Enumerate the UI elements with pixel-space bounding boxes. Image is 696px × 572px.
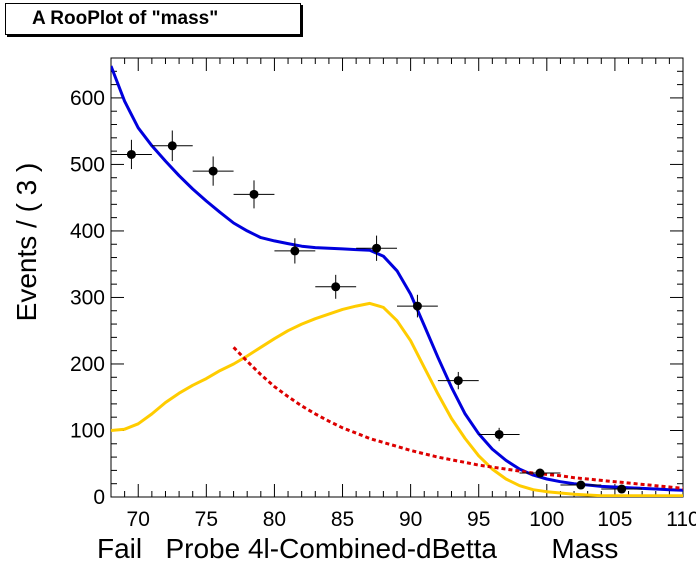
x-tick-label: 75 [195, 508, 218, 531]
data-marker [576, 480, 586, 490]
y-tick-label: 100 [70, 419, 105, 442]
data-point [315, 274, 357, 299]
data-marker [249, 189, 259, 199]
data-point [233, 180, 275, 209]
tick-layer: 70 75 80 85 90 95 100 105 110 0 100 200 300 400 500 600 [70, 57, 696, 531]
x-axis-title: Fail Probe 4l-Combined-dBetta Mass [97, 533, 618, 564]
plot-frame-layer [110, 57, 684, 498]
data-point-layer [111, 130, 643, 494]
data-marker [453, 376, 463, 386]
x-tick-label: 85 [331, 508, 354, 531]
y-tick-label: 600 [70, 87, 105, 110]
x-tick-label: 95 [467, 508, 490, 531]
y-tick-label: 400 [70, 220, 105, 243]
data-point [274, 238, 316, 264]
x-tick-label: 80 [263, 508, 286, 531]
curve-0000dd [111, 65, 683, 492]
x-tick-label: 90 [399, 508, 422, 531]
data-point [356, 235, 397, 261]
data-point [151, 130, 193, 162]
x-tick-label: 70 [127, 508, 150, 531]
data-point [111, 139, 152, 170]
data-point [478, 427, 520, 442]
data-marker [126, 149, 136, 159]
curve-dd0000 [232, 346, 683, 490]
data-point [397, 294, 438, 318]
y-tick-label: 500 [70, 153, 105, 176]
data-point [437, 371, 479, 390]
data-marker [331, 282, 341, 292]
data-marker [412, 301, 422, 311]
plot-title-box: A RooPlot of "mass" [5, 3, 301, 35]
data-point [601, 484, 643, 494]
plot-frame [110, 57, 684, 498]
y-tick-label: 200 [70, 353, 105, 376]
y-tick-label: 0 [93, 486, 105, 509]
x-tick-label: 105 [597, 508, 632, 531]
data-point [519, 468, 561, 478]
data-marker [535, 468, 545, 478]
data-marker [372, 243, 382, 253]
data-marker [290, 246, 300, 256]
plot-title: A RooPlot of "mass" [32, 8, 219, 29]
data-marker [167, 141, 177, 151]
y-tick-label: 300 [70, 286, 105, 309]
data-marker [617, 484, 627, 494]
x-tick-label: 110 [666, 508, 696, 531]
data-point [560, 480, 602, 490]
y-axis-title: Events / ( 3 ) [11, 163, 42, 322]
x-tick-label: 100 [529, 508, 564, 531]
curve-layer [111, 65, 683, 497]
curve-ffcc00 [111, 301, 683, 497]
data-marker [208, 166, 218, 176]
data-marker [494, 429, 504, 439]
data-point [192, 156, 234, 186]
